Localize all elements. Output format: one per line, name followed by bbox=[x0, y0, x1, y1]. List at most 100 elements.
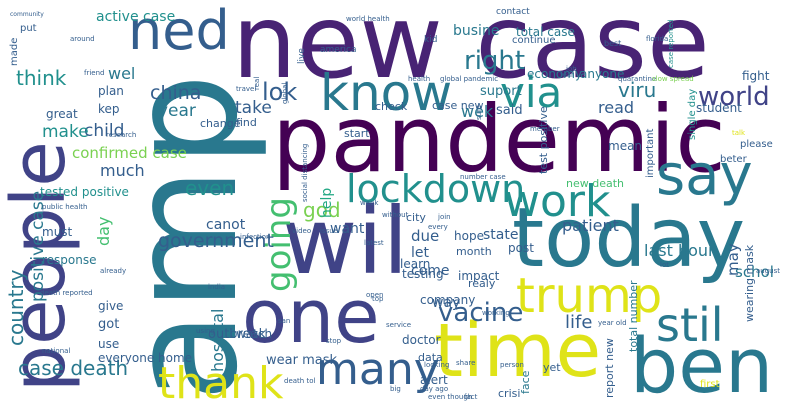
word: viru bbox=[618, 78, 657, 102]
word: busine bbox=[453, 23, 500, 39]
word: national bbox=[42, 347, 71, 355]
word: fact bbox=[464, 393, 478, 401]
word: using bbox=[196, 327, 215, 335]
word: know bbox=[320, 64, 453, 122]
word: service bbox=[386, 321, 412, 329]
word: person bbox=[500, 361, 524, 369]
word: join bbox=[438, 213, 451, 221]
word: last hour bbox=[644, 241, 715, 260]
word: already bbox=[100, 267, 127, 275]
word: year old bbox=[598, 319, 627, 327]
word: around bbox=[70, 35, 95, 43]
word: month bbox=[456, 245, 492, 258]
word: every bbox=[428, 223, 448, 231]
word: take bbox=[235, 98, 272, 118]
word: best bbox=[604, 39, 622, 48]
word: find bbox=[236, 116, 257, 129]
word: much bbox=[100, 161, 145, 180]
word: outbreak bbox=[208, 327, 267, 342]
word: great bbox=[46, 107, 78, 121]
word: day ago bbox=[420, 385, 449, 393]
word: research bbox=[106, 131, 137, 139]
word: death reported bbox=[40, 289, 93, 297]
word: global bbox=[281, 82, 289, 104]
word: day bbox=[94, 216, 113, 246]
word: public health bbox=[42, 203, 88, 211]
word: video bbox=[292, 227, 312, 235]
word: big bbox=[390, 385, 401, 393]
word: issue bbox=[320, 227, 338, 235]
word: economy bbox=[527, 67, 583, 81]
word: wel bbox=[108, 64, 136, 83]
word: top bbox=[372, 295, 384, 303]
word: life bbox=[565, 312, 593, 333]
word: contact bbox=[496, 7, 530, 17]
word: anyone bbox=[580, 67, 625, 81]
word: mean bbox=[608, 139, 643, 153]
word: schol bbox=[735, 263, 774, 281]
word: open bbox=[366, 291, 384, 299]
word: tested positive bbox=[40, 185, 129, 199]
word: crisi bbox=[498, 387, 521, 400]
word: august bbox=[756, 267, 780, 275]
word: lockdown bbox=[346, 167, 526, 211]
word: student bbox=[696, 101, 742, 115]
word: vacine bbox=[438, 298, 524, 328]
word: sure bbox=[475, 104, 483, 120]
word: without bbox=[382, 211, 409, 219]
word: new death bbox=[566, 177, 625, 190]
word: realy bbox=[468, 277, 496, 290]
word: patient bbox=[562, 216, 619, 235]
word: must bbox=[42, 225, 73, 239]
word: fear bbox=[560, 71, 574, 79]
word: case death bbox=[18, 356, 129, 380]
word: watch bbox=[236, 327, 273, 341]
word: share bbox=[456, 359, 476, 367]
word: friend bbox=[84, 69, 105, 77]
word: wil bbox=[282, 188, 409, 295]
word: san bbox=[278, 317, 291, 325]
word: kid bbox=[424, 35, 438, 45]
word: come bbox=[411, 263, 450, 279]
word: hope bbox=[454, 229, 484, 243]
word: active case bbox=[96, 9, 176, 25]
word: important bbox=[645, 128, 656, 178]
word: want bbox=[330, 221, 365, 237]
word: single day bbox=[687, 88, 698, 140]
word: travel bbox=[236, 85, 257, 93]
word: florida bbox=[646, 35, 669, 43]
word: kep bbox=[98, 102, 120, 116]
word: case new bbox=[432, 99, 484, 112]
word: alert bbox=[420, 373, 448, 387]
word: stil bbox=[656, 298, 724, 352]
word: change bbox=[200, 117, 241, 130]
word: continue bbox=[512, 35, 556, 46]
word: learn bbox=[400, 257, 431, 271]
word: social distancing bbox=[301, 143, 309, 202]
word: working bbox=[482, 309, 510, 317]
word: please bbox=[740, 139, 773, 150]
word: quarantine bbox=[618, 75, 657, 83]
word: time bbox=[434, 308, 602, 394]
word: wearing mask bbox=[743, 244, 756, 322]
word: beter bbox=[720, 154, 747, 165]
word: global pandemic bbox=[440, 75, 499, 83]
word: use bbox=[98, 337, 120, 351]
word: think bbox=[16, 66, 67, 90]
word: america bbox=[320, 45, 357, 55]
word: wek bbox=[461, 102, 494, 121]
word: china bbox=[150, 82, 202, 104]
word: stop bbox=[326, 337, 342, 345]
word: country bbox=[4, 269, 28, 346]
word: thank bbox=[158, 358, 284, 407]
word: pandemic bbox=[272, 86, 726, 193]
word: even though bbox=[428, 393, 473, 401]
word: even bbox=[185, 176, 235, 200]
word: trump bbox=[516, 268, 663, 324]
word: face bbox=[519, 370, 532, 394]
word: testing bbox=[402, 267, 444, 281]
word: death tol bbox=[284, 377, 316, 385]
word: post bbox=[508, 241, 534, 255]
word: live bbox=[297, 48, 307, 64]
word: got bbox=[98, 317, 120, 332]
